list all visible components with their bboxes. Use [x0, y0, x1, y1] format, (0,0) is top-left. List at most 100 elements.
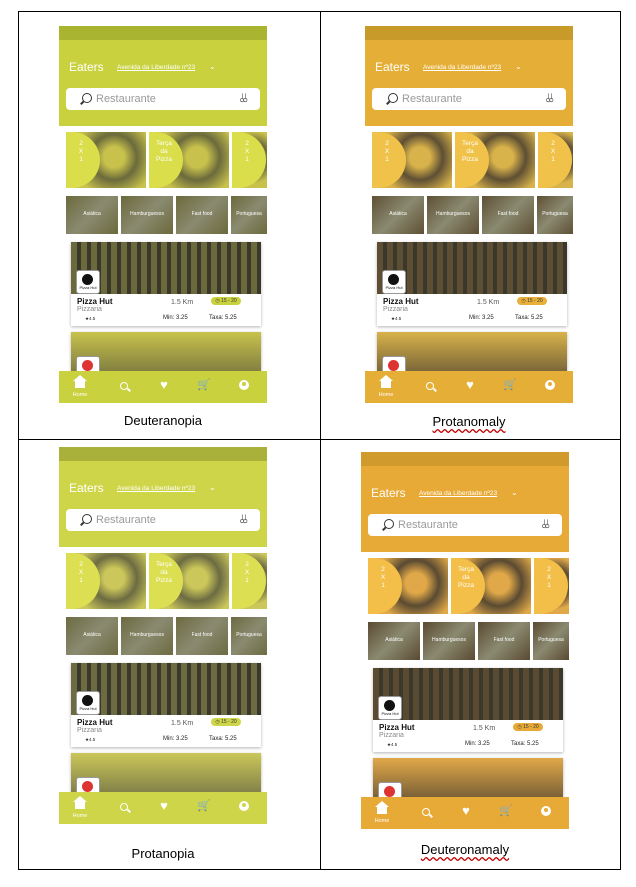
search-icon — [422, 808, 430, 816]
promo-card[interactable]: 2 X 1 — [368, 558, 448, 614]
category-fast-food[interactable]: Fast food — [176, 196, 228, 234]
promo-card[interactable]: Terça da Pizza — [451, 558, 531, 614]
promo-card[interactable]: 2 X 1 — [66, 553, 146, 609]
filter-icon[interactable]: ⫰⫰ — [239, 91, 249, 105]
nav-profile[interactable] — [229, 378, 259, 393]
nav-favorites[interactable]: ♥ — [149, 378, 179, 392]
promo-card[interactable]: 2 X 1 — [372, 132, 452, 188]
restaurant-card-pizza-hut[interactable]: Pizza Hut Pizza Hut Pizzaria ★4.5 1.5 Km… — [71, 242, 261, 326]
nav-home[interactable]: Home — [65, 796, 95, 819]
phone-screen: Eaters Avenida da Liberdade nº23 ⌄ Resta… — [365, 26, 573, 403]
promo-carousel[interactable]: 2 X 1 Terça da Pizza 2 X 1 — [66, 132, 267, 188]
category-asiatica[interactable]: Asiática — [66, 196, 118, 234]
location-selector[interactable]: Avenida da Liberdade nº23 — [423, 64, 502, 71]
chevron-down-icon[interactable]: ⌄ — [209, 62, 216, 71]
location-selector[interactable]: Avenida da Liberdade nº23 — [419, 490, 498, 497]
nav-search[interactable] — [109, 799, 139, 814]
promo-card[interactable]: 2 X 1 — [534, 558, 569, 614]
delivery-time-badge: ◷ 15 - 20 — [211, 297, 241, 305]
nav-profile[interactable] — [535, 378, 565, 393]
logo-text: Pizza Hut — [79, 285, 97, 290]
location-selector[interactable]: Avenida da Liberdade nº23 — [117, 485, 196, 492]
promo-carousel[interactable]: 2 X 1 Terça da Pizza 2 X 1 — [368, 558, 569, 614]
chevron-down-icon[interactable]: ⌄ — [511, 488, 518, 497]
search-input[interactable]: Restaurante — [96, 93, 156, 105]
category-hamburguesos[interactable]: Hamburguesos — [121, 617, 173, 655]
search-input[interactable]: Restaurante — [398, 519, 458, 531]
restaurant-card-pedaco-de-pizza[interactable]: Pedaço Pedaço de Pizza 2.5 Km ◷ 15 - 20 — [71, 332, 261, 372]
promo-text: 2 X 1 — [78, 140, 84, 163]
category-asiatica[interactable]: Asiática — [66, 617, 118, 655]
promo-card[interactable]: 2 X 1 — [232, 132, 267, 188]
chevron-down-icon[interactable]: ⌄ — [209, 483, 216, 492]
delivery-fee: Taxa: 5.25 — [515, 315, 543, 321]
category-portuguesa[interactable]: Portuguesa — [533, 622, 569, 660]
search-bar[interactable]: Restaurante ⫰⫰ — [66, 509, 260, 531]
restaurant-card-pizza-hut[interactable]: Pizza Hut Pizza Hut Pizzaria ★4.5 1.5 Km… — [71, 663, 261, 747]
location-selector[interactable]: Avenida da Liberdade nº23 — [117, 64, 196, 71]
promo-carousel[interactable]: 2 X 1 Terça da Pizza 2 X 1 — [66, 553, 267, 609]
promo-card[interactable]: 2 X 1 — [66, 132, 146, 188]
category-hamburguesos[interactable]: Hamburguesos — [121, 196, 173, 234]
nav-cart[interactable]: 🛒 — [495, 378, 525, 391]
category-fast-food[interactable]: Fast food — [478, 622, 530, 660]
nav-cart[interactable]: 🛒 — [491, 804, 521, 817]
search-input[interactable]: Restaurante — [402, 93, 462, 105]
category-hamburguesos[interactable]: Hamburguesos — [423, 622, 475, 660]
filter-icon[interactable]: ⫰⫰ — [239, 512, 249, 526]
category-label: Fast food — [497, 211, 519, 217]
category-fast-food[interactable]: Fast food — [482, 196, 534, 234]
search-icon — [82, 514, 92, 524]
filter-icon[interactable]: ⫰⫰ — [541, 517, 551, 531]
nav-home[interactable]: Home — [65, 375, 95, 398]
search-bar[interactable]: Restaurante ⫰⫰ — [368, 514, 562, 536]
search-input[interactable]: Restaurante — [96, 514, 156, 526]
logo-mark — [384, 700, 395, 711]
promo-card[interactable]: 2 X 1 — [538, 132, 573, 188]
promo-carousel[interactable]: 2 X 1 Terça da Pizza 2 X 1 — [372, 132, 573, 188]
app-name: Eaters — [371, 486, 406, 500]
restaurant-card-pedaco-de-pizza[interactable]: Pedaço Pedaço de Pizza 2.5 Km ◷ 15 - 20 — [373, 758, 563, 798]
nav-profile[interactable] — [229, 799, 259, 814]
delivery-time-badge: ◷ 15 - 20 — [517, 297, 547, 305]
restaurant-card-pizza-hut[interactable]: Pizza Hut Pizza Hut Pizzaria ★4.5 1.5 Km… — [373, 668, 563, 752]
chevron-down-icon[interactable]: ⌄ — [515, 62, 522, 71]
category-asiatica[interactable]: Asiática — [368, 622, 420, 660]
restaurant-logo: Pedaço — [378, 782, 402, 798]
restaurant-photo — [71, 663, 261, 715]
category-row[interactable]: Asiática Hamburguesos Fast food Portugue… — [372, 196, 573, 234]
category-row[interactable]: Asiática Hamburguesos Fast food Portugue… — [66, 196, 267, 234]
promo-card[interactable]: Terça da Pizza — [149, 553, 229, 609]
restaurant-card-pizza-hut[interactable]: Pizza Hut Pizza Hut Pizzaria ★4.5 1.5 Km… — [377, 242, 567, 326]
category-fast-food[interactable]: Fast food — [176, 617, 228, 655]
restaurant-card-pedaco-de-pizza[interactable]: Pedaço Pedaço de Pizza 2.5 Km ◷ 15 - 20 — [71, 753, 261, 793]
nav-home-label: Home — [378, 392, 394, 398]
nav-home[interactable]: Home — [371, 375, 401, 398]
category-portuguesa[interactable]: Portuguesa — [231, 196, 267, 234]
category-hamburguesos[interactable]: Hamburguesos — [427, 196, 479, 234]
nav-favorites[interactable]: ♥ — [451, 804, 481, 818]
nav-favorites[interactable]: ♥ — [455, 378, 485, 392]
search-bar[interactable]: Restaurante ⫰⫰ — [372, 88, 566, 110]
home-icon — [73, 375, 87, 388]
category-portuguesa[interactable]: Portuguesa — [231, 617, 267, 655]
promo-card[interactable]: Terça da Pizza — [149, 132, 229, 188]
restaurant-card-pedaco-de-pizza[interactable]: Pedaço Pedaço de Pizza 2.5 Km ◷ 15 - 20 — [377, 332, 567, 372]
nav-home[interactable]: Home — [367, 801, 397, 824]
category-portuguesa[interactable]: Portuguesa — [537, 196, 573, 234]
nav-cart[interactable]: 🛒 — [189, 378, 219, 391]
nav-favorites[interactable]: ♥ — [149, 799, 179, 813]
category-row[interactable]: Asiática Hamburguesos Fast food Portugue… — [66, 617, 267, 655]
category-asiatica[interactable]: Asiática — [372, 196, 424, 234]
category-row[interactable]: Asiática Hamburguesos Fast food Portugue… — [368, 622, 569, 660]
nav-search[interactable] — [109, 378, 139, 393]
nav-profile[interactable] — [531, 804, 561, 819]
search-bar[interactable]: Restaurante ⫰⫰ — [66, 88, 260, 110]
nav-cart[interactable]: 🛒 — [189, 799, 219, 812]
promo-card[interactable]: 2 X 1 — [232, 553, 267, 609]
promo-card[interactable]: Terça da Pizza — [455, 132, 535, 188]
filter-icon[interactable]: ⫰⫰ — [545, 91, 555, 105]
nav-search[interactable] — [415, 378, 445, 393]
nav-search[interactable] — [411, 804, 441, 819]
nav-home-label: Home — [72, 813, 88, 819]
